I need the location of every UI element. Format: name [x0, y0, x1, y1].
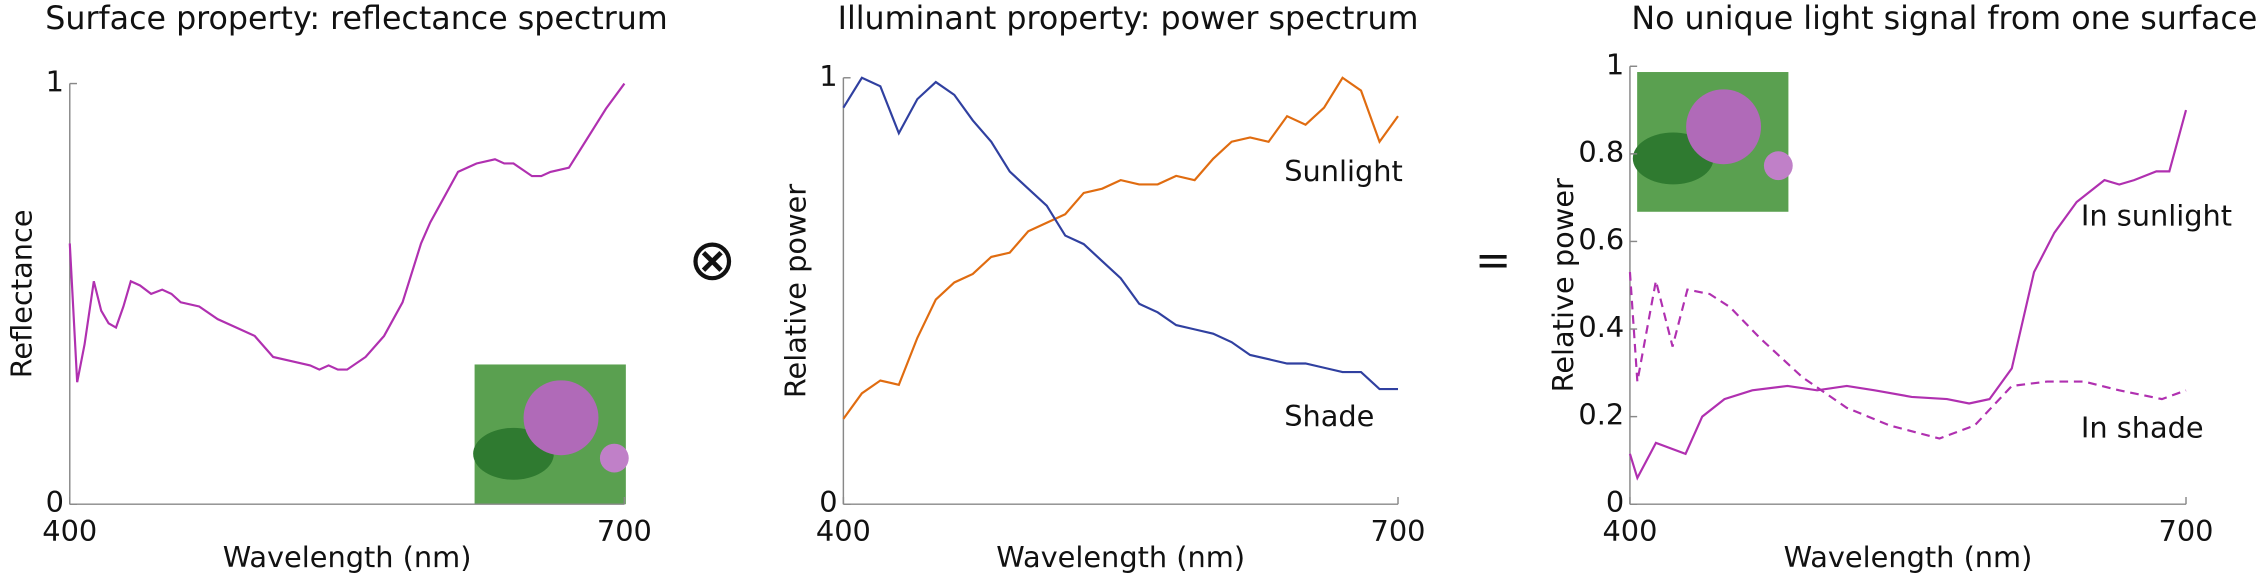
chart-title: Illuminant property: power spectrum: [838, 1, 1419, 37]
y-tick-label: 1: [819, 59, 837, 93]
operator: =: [1475, 236, 1511, 286]
series-line: [68, 82, 626, 383]
y-axis-label: Relative power: [778, 184, 812, 398]
flower-image: [473, 364, 629, 505]
y-tick-label: 0.8: [1578, 135, 1624, 169]
series-line: [842, 76, 1399, 420]
y-tick-label: 0.4: [1578, 310, 1624, 344]
series-label: In shade: [2081, 410, 2204, 444]
x-tick-label: 700: [1371, 514, 1426, 548]
y-tick-label: 0: [819, 485, 837, 519]
y-axis-label: Reflectance: [5, 209, 39, 378]
chart-title: No unique light signal from one surface: [1631, 1, 2257, 37]
series-label: Sunlight: [1284, 154, 1403, 188]
y-tick-label: 1: [1606, 47, 1624, 81]
y-tick-label: 0: [1606, 485, 1624, 519]
series-line: [842, 76, 1399, 391]
y-tick-label: 0.6: [1578, 222, 1624, 256]
x-axis-label: Wavelength (nm): [996, 540, 1245, 574]
y-tick-label: 0.2: [1578, 398, 1624, 432]
chart-title: Surface property: reflectance spectrum: [45, 1, 667, 37]
y-tick-label: 0: [46, 485, 64, 519]
y-tick-label: 1: [46, 65, 64, 99]
flower-image: [1632, 72, 1793, 212]
series-label: In sunlight: [2081, 199, 2232, 233]
operator: ⊗: [688, 226, 736, 293]
x-tick-label: 700: [597, 514, 652, 548]
x-tick-label: 400: [816, 514, 871, 548]
x-axis-label: Wavelength (nm): [223, 540, 472, 574]
x-tick-label: 700: [2159, 514, 2214, 548]
x-tick-label: 400: [1602, 514, 1657, 548]
series-label: Shade: [1284, 399, 1374, 433]
x-tick-label: 400: [42, 514, 97, 548]
y-axis-label: Relative power: [1546, 178, 1580, 392]
series-line: [1628, 109, 2188, 481]
x-axis-label: Wavelength (nm): [1784, 540, 2033, 574]
series-line: [1628, 272, 2187, 440]
